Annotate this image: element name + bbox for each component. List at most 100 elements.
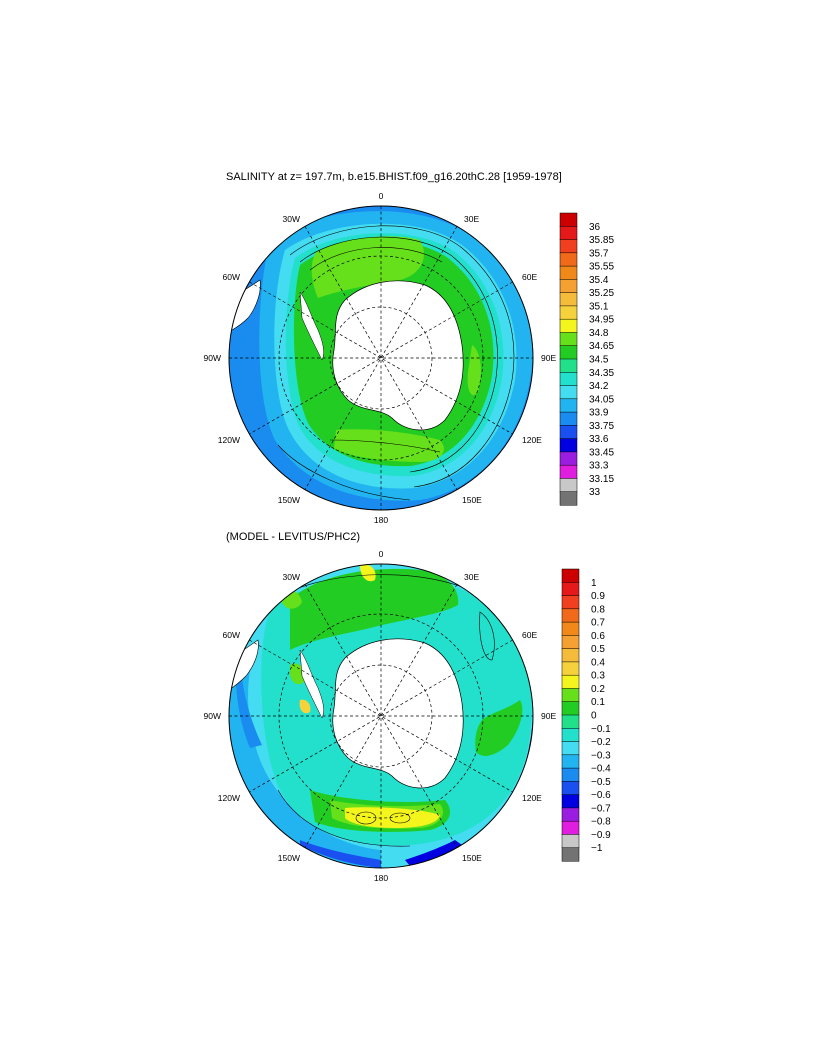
difference-colorbar-swatch — [561, 582, 580, 597]
salinity-colorbar-swatch — [559, 345, 578, 360]
difference-colorbar: 1 0.9 0.8 0.7 0.6 0.5 0.4 0.3 0.2 0.1 0 −0.1 −0.2 −0.… — [561, 568, 611, 862]
difference-colorbar-label: −0.8 — [591, 817, 611, 828]
salinity-colorbar-label: 35.1 — [589, 301, 609, 312]
difference-colorbar-label: −0.2 — [591, 737, 611, 748]
salinity-colorbar-label: 36 — [589, 222, 601, 233]
salinity-field — [229, 206, 533, 510]
difference-colorbar-swatch — [561, 621, 580, 636]
salinity-colorbar-swatch — [559, 438, 578, 453]
difference-colorbar-label: 0.7 — [591, 618, 605, 629]
salinity-colorbar-label: 34.65 — [589, 341, 614, 352]
difference-colorbar-swatch — [561, 794, 580, 809]
salinity-polar-map: 0 30E 60E 90E 120E 150E 180 150W 120W 90… — [204, 191, 615, 525]
salinity-lon-30w: 30W — [283, 214, 300, 224]
salinity-colorbar-swatch — [559, 478, 578, 493]
difference-colorbar-swatch — [561, 754, 580, 769]
difference-lon-180: 180 — [374, 873, 388, 883]
difference-colorbar-swatch — [561, 661, 580, 676]
difference-colorbar-swatch — [561, 728, 580, 743]
salinity-lon-180: 180 — [374, 515, 388, 525]
salinity-colorbar-label: 35.7 — [589, 248, 609, 259]
difference-colorbar-label: 0 — [591, 711, 597, 722]
salinity-colorbar-label: 35.85 — [589, 235, 614, 246]
salinity-lon-90e: 90E — [541, 353, 556, 363]
salinity-colorbar-label: 34.5 — [589, 355, 609, 366]
salinity-map-title: SALINITY at z= 197.7m, b.e15.BHIST.f09_g… — [226, 171, 562, 183]
difference-colorbar-label: 0.1 — [591, 697, 605, 708]
salinity-lon-60w: 60W — [223, 272, 240, 282]
salinity-colorbar-label: 33.15 — [589, 474, 614, 485]
salinity-colorbar-swatch — [559, 305, 578, 320]
difference-lon-60w: 60W — [223, 630, 240, 640]
salinity-colorbar-label: 34.05 — [589, 394, 614, 405]
difference-colorbar-swatch — [561, 674, 580, 689]
difference-lon-30e: 30E — [464, 572, 479, 582]
difference-colorbar-swatch — [561, 834, 580, 849]
salinity-colorbar-swatch — [559, 425, 578, 440]
difference-colorbar-swatch — [561, 688, 580, 703]
salinity-colorbar-swatch — [559, 279, 578, 294]
salinity-map-boundary — [228, 205, 534, 511]
difference-colorbar-swatch — [561, 714, 580, 729]
difference-colorbar-label: 0.4 — [591, 657, 605, 668]
salinity-colorbar: 36 35.85 35.7 35.55 35.4 35.25 35.1 34.95 34.8 34… — [559, 212, 614, 506]
difference-map-boundary — [228, 563, 534, 869]
salinity-colorbar-swatch — [559, 318, 578, 333]
salinity-colorbar-swatch — [559, 212, 578, 227]
difference-colorbar-label: 0.5 — [591, 644, 605, 655]
difference-colorbar-swatch — [561, 847, 580, 862]
salinity-colorbar-swatch — [559, 451, 578, 466]
salinity-colorbar-swatch — [559, 398, 578, 413]
salinity-lon-0: 0 — [379, 191, 384, 201]
salinity-colorbar-label: 33.6 — [589, 434, 609, 445]
salinity-colorbar-swatch — [559, 265, 578, 280]
salinity-colorbar-label: 35.55 — [589, 262, 614, 273]
salinity-lon-120e: 120E — [522, 435, 542, 445]
difference-lon-30w: 30W — [283, 572, 300, 582]
salinity-colorbar-swatch — [559, 358, 578, 373]
salinity-lon-120w: 120W — [218, 435, 240, 445]
salinity-colorbar-label: 34.8 — [589, 328, 609, 339]
difference-colorbar-swatch — [561, 608, 580, 623]
difference-colorbar-label: −0.5 — [591, 777, 611, 788]
salinity-colorbar-label: 34.2 — [589, 381, 609, 392]
salinity-colorbar-label: 35.25 — [589, 288, 614, 299]
difference-colorbar-swatch — [561, 781, 580, 796]
difference-colorbar-label: 0.6 — [591, 631, 605, 642]
difference-colorbar-label: −0.6 — [591, 790, 611, 801]
salinity-colorbar-label: 33.9 — [589, 408, 609, 419]
difference-lon-90e: 90E — [541, 711, 556, 721]
difference-colorbar-label: 0.3 — [591, 671, 605, 682]
difference-colorbar-swatch — [561, 595, 580, 610]
difference-colorbar-label: −0.4 — [591, 764, 611, 775]
salinity-colorbar-label: 35.4 — [589, 275, 609, 286]
salinity-colorbar-swatch — [559, 239, 578, 254]
salinity-colorbar-label: 34.35 — [589, 368, 614, 379]
difference-lon-150e: 150E — [462, 853, 482, 863]
salinity-graticule — [229, 206, 533, 510]
difference-colorbar-swatch — [561, 807, 580, 822]
difference-lon-60e: 60E — [522, 630, 537, 640]
salinity-colorbar-swatch — [559, 464, 578, 479]
difference-lon-0: 0 — [379, 549, 384, 559]
difference-field — [229, 564, 533, 868]
difference-colorbar-swatch — [561, 767, 580, 782]
salinity-lon-60e: 60E — [522, 272, 537, 282]
salinity-colorbar-swatch — [559, 372, 578, 387]
difference-graticule — [229, 564, 533, 868]
difference-colorbar-swatch — [561, 701, 580, 716]
difference-lon-90w: 90W — [204, 711, 221, 721]
difference-lon-120e: 120E — [522, 793, 542, 803]
difference-colorbar-swatch — [561, 820, 580, 835]
difference-lon-150w: 150W — [278, 853, 300, 863]
difference-lon-120w: 120W — [218, 793, 240, 803]
salinity-colorbar-swatch — [559, 252, 578, 267]
difference-colorbar-label: 1 — [591, 578, 597, 589]
difference-colorbar-swatch — [561, 741, 580, 756]
salinity-colorbar-label: 33 — [589, 487, 601, 498]
salinity-colorbar-label: 33.3 — [589, 461, 609, 472]
salinity-colorbar-swatch — [559, 332, 578, 347]
difference-colorbar-swatch — [561, 648, 580, 663]
salinity-colorbar-swatch — [559, 385, 578, 400]
salinity-colorbar-label: 33.75 — [589, 421, 614, 432]
